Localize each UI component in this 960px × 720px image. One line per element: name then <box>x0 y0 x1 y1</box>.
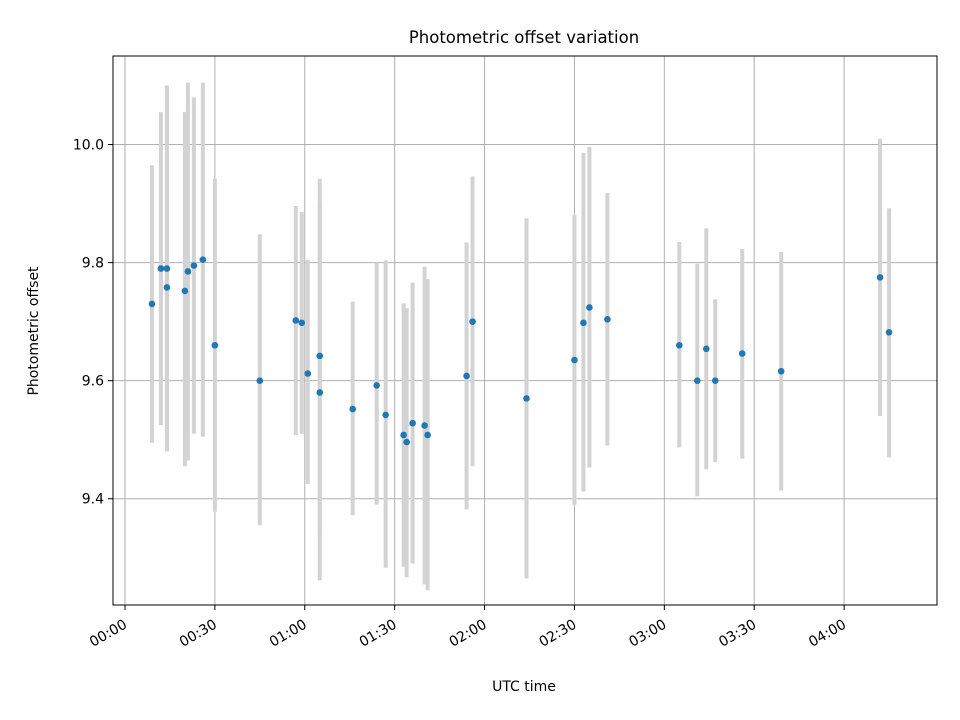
chart-title: Photometric offset variation <box>409 28 639 47</box>
data-point <box>184 268 192 275</box>
data-point <box>199 256 207 263</box>
data-point <box>421 422 428 429</box>
data-point <box>738 350 746 357</box>
data-point <box>711 377 719 384</box>
data-point <box>424 431 431 439</box>
data-point <box>676 341 683 349</box>
data-point <box>292 317 300 324</box>
data-point <box>349 405 357 413</box>
data-point <box>885 328 893 336</box>
y-tick-label: 10.0 <box>73 138 104 154</box>
data-point <box>403 438 410 446</box>
data-point <box>604 315 611 323</box>
data-point <box>163 284 171 291</box>
data-point <box>571 356 578 364</box>
y-tick-label: 9.6 <box>82 374 104 390</box>
data-point <box>211 341 219 349</box>
data-point <box>580 319 587 327</box>
data-point <box>693 377 701 384</box>
data-point <box>148 300 156 308</box>
y-tick-label: 9.4 <box>82 492 104 508</box>
data-point <box>382 411 389 419</box>
point-layer <box>148 256 893 446</box>
data-point <box>316 352 324 360</box>
plot-frame <box>112 55 938 606</box>
data-point <box>304 370 312 377</box>
data-point <box>469 318 476 325</box>
data-point <box>463 372 470 380</box>
data-point <box>373 382 380 389</box>
data-point <box>400 431 407 439</box>
data-point <box>409 419 416 427</box>
y-axis-label: Photometric offset <box>26 266 42 396</box>
data-point <box>777 367 785 375</box>
data-point <box>190 262 198 269</box>
y-tick-label: 9.8 <box>82 256 104 272</box>
data-point <box>702 345 710 353</box>
data-point <box>523 395 530 402</box>
data-point <box>876 274 884 281</box>
data-point <box>298 319 306 327</box>
data-point <box>316 389 324 396</box>
x-axis-label: UTC time <box>492 679 556 695</box>
data-point <box>181 287 189 295</box>
data-point <box>157 265 165 272</box>
data-point <box>586 304 593 311</box>
data-point <box>163 265 171 272</box>
data-point <box>256 377 264 384</box>
